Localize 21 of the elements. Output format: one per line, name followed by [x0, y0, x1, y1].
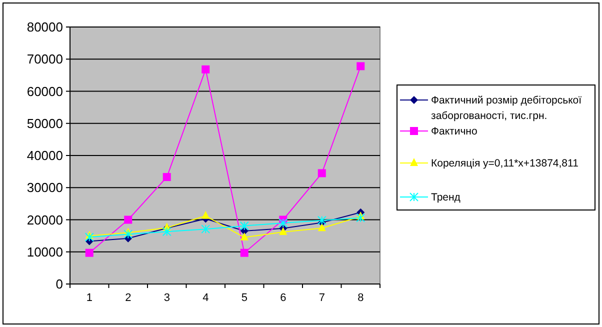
x-tick-label: 5 — [241, 292, 248, 304]
legend-label: Тренд — [431, 192, 460, 204]
x-tick-label: 1 — [86, 292, 92, 304]
legend-label: Кореляція y=0,11*x+13874,811 — [431, 158, 579, 170]
y-tick-label: 60000 — [26, 84, 63, 99]
y-tick-label: 40000 — [26, 148, 63, 164]
legend-label: Фактичний розмір дебіторської заборгованості, тис.грн. — [431, 94, 582, 122]
x-tick-label: 2 — [125, 292, 132, 304]
y-tick-label: 0 — [56, 276, 63, 292]
y-tick-label: 50000 — [26, 116, 63, 131]
y-tick-label: 20000 — [26, 212, 63, 228]
y-tick-label: 80000 — [26, 20, 63, 35]
x-tick-label: 6 — [280, 292, 286, 304]
x-tick-label: 8 — [358, 292, 364, 304]
y-tick-label: 10000 — [26, 244, 63, 260]
x-tick-label: 4 — [202, 292, 209, 304]
y-tick-label: 30000 — [26, 180, 63, 196]
x-tick-label: 3 — [164, 292, 170, 304]
x-tick-label: 7 — [318, 292, 325, 304]
y-tick-label: 70000 — [26, 52, 63, 67]
legend-label: Фактично — [431, 126, 478, 138]
